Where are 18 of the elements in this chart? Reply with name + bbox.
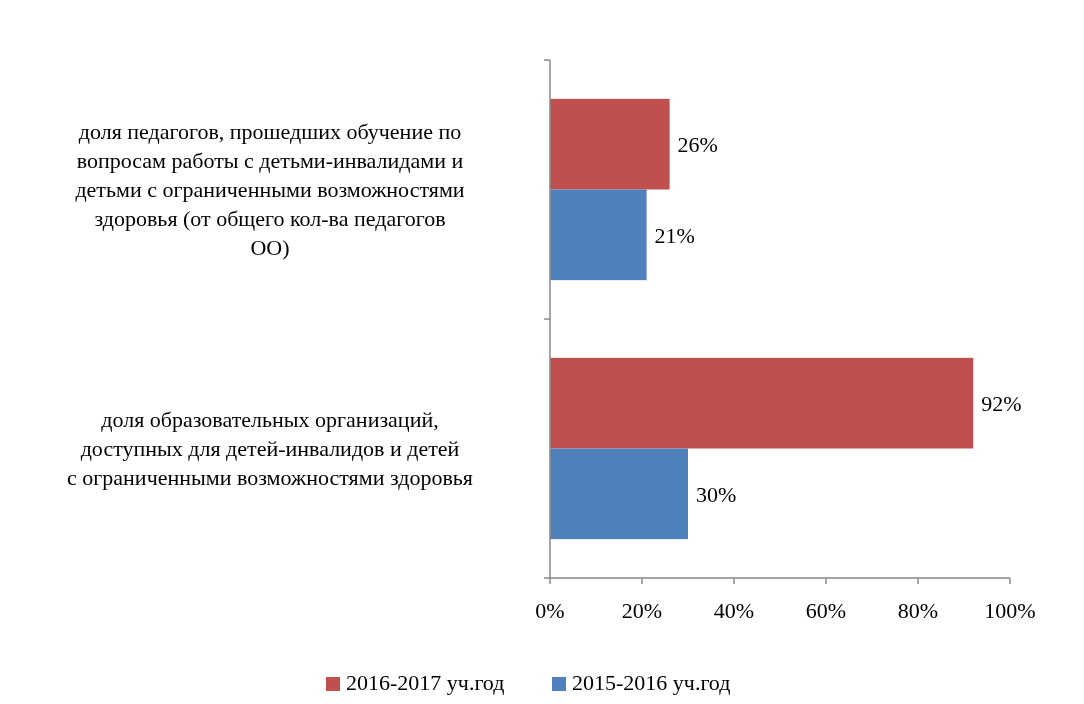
bar <box>550 189 647 281</box>
x-tick-label: 0% <box>535 598 565 623</box>
x-tick-label: 20% <box>621 598 663 623</box>
x-tick-label: 40% <box>713 598 755 623</box>
x-tick-label: 60% <box>805 598 847 623</box>
bar <box>550 448 688 540</box>
data-label: 26% <box>677 131 718 157</box>
y-tick-label: доля педагогов, прошедших обучение по вопросам работы с детьми-инвалидами и детьми с ограниченными возможностями здоровья (от общего кол-ва педагогов ОО) <box>75 119 465 261</box>
y-tick-label: доля образовательных организаций, доступных для детей-инвалидов и детей с ограниченными возможностями здоровья <box>67 407 473 491</box>
legend-label: 2016-2017 уч.год <box>346 670 505 695</box>
data-label: 21% <box>654 222 695 248</box>
data-label: 30% <box>696 481 737 507</box>
x-tick-label: 80% <box>897 598 939 623</box>
data-label: 92% <box>981 390 1022 416</box>
bar <box>550 98 670 190</box>
legend-label: 2015-2016 уч.год <box>572 670 731 695</box>
bar <box>550 357 974 449</box>
x-tick-label: 100% <box>984 598 1036 623</box>
